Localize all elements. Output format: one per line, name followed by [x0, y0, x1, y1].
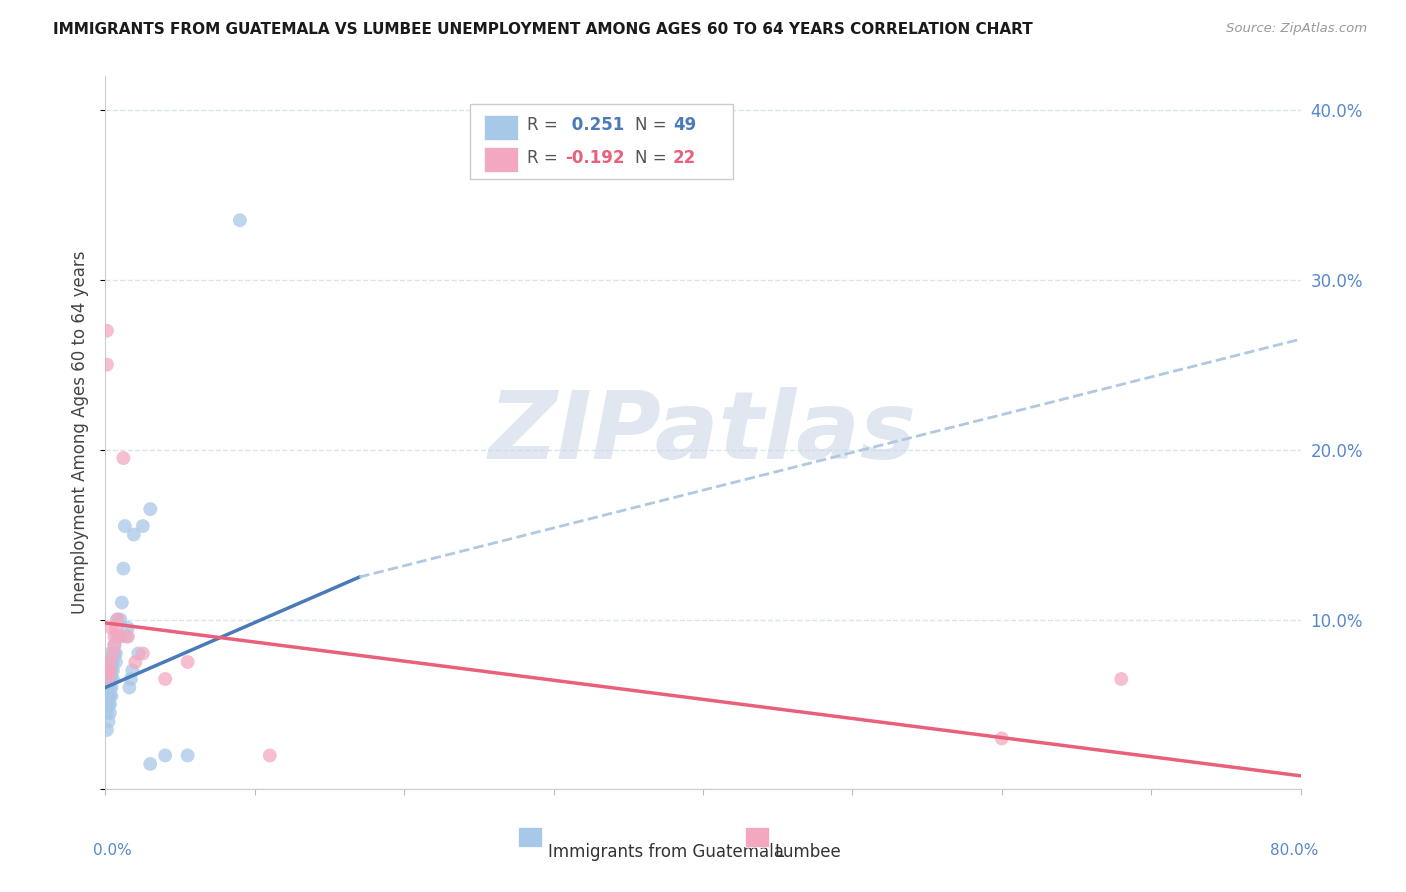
FancyBboxPatch shape	[484, 115, 517, 140]
Point	[117, 630, 139, 644]
Point	[100, 672, 122, 686]
Point	[111, 595, 134, 609]
Point	[98, 655, 121, 669]
Point	[114, 519, 136, 533]
Text: -0.192: -0.192	[565, 149, 626, 168]
Point	[110, 630, 132, 644]
Point	[98, 698, 121, 712]
Text: 0.251: 0.251	[565, 117, 624, 135]
Point	[139, 502, 162, 516]
Y-axis label: Unemployment Among Ages 60 to 64 years: Unemployment Among Ages 60 to 64 years	[72, 251, 90, 615]
Point	[107, 613, 129, 627]
Point	[100, 655, 122, 669]
Point	[124, 655, 146, 669]
Text: R =: R =	[527, 117, 564, 135]
Point	[103, 638, 125, 652]
Point	[98, 664, 121, 678]
Point	[103, 647, 125, 661]
Point	[155, 748, 177, 763]
Point	[132, 647, 155, 661]
Text: N =: N =	[636, 117, 672, 135]
Point	[107, 613, 129, 627]
Point	[98, 681, 121, 695]
Point	[96, 706, 118, 720]
Point	[176, 748, 198, 763]
Point	[103, 630, 125, 644]
Point	[97, 689, 120, 703]
Point	[139, 756, 162, 771]
FancyBboxPatch shape	[745, 827, 769, 847]
Point	[115, 630, 138, 644]
Point	[103, 638, 125, 652]
Point	[120, 672, 142, 686]
Text: Immigrants from Guatemala: Immigrants from Guatemala	[547, 843, 783, 861]
Point	[176, 655, 198, 669]
Text: ZIPatlas: ZIPatlas	[489, 386, 917, 479]
Point	[98, 664, 121, 678]
Bar	[470, 104, 733, 179]
Point	[96, 698, 118, 712]
Point	[121, 664, 143, 678]
Point	[101, 647, 124, 661]
Point	[96, 689, 118, 703]
Point	[117, 621, 139, 635]
Text: R =: R =	[527, 149, 564, 168]
Point	[98, 706, 121, 720]
Point	[127, 647, 149, 661]
Point	[110, 613, 132, 627]
Point	[97, 664, 120, 678]
FancyBboxPatch shape	[517, 827, 541, 847]
Point	[98, 672, 121, 686]
Point	[259, 748, 281, 763]
Point	[100, 664, 122, 678]
Point	[112, 451, 135, 466]
Point	[1111, 672, 1133, 686]
Point	[97, 681, 120, 695]
Point	[101, 655, 124, 669]
Point	[108, 630, 131, 644]
Point	[229, 213, 252, 227]
Point	[100, 621, 122, 635]
Point	[96, 358, 118, 372]
Point	[97, 698, 120, 712]
Point	[97, 672, 120, 686]
Point	[96, 324, 118, 338]
Point	[98, 647, 121, 661]
Point	[98, 689, 121, 703]
Point	[104, 647, 127, 661]
Point	[98, 655, 121, 669]
Text: N =: N =	[636, 149, 672, 168]
Text: 0.0%: 0.0%	[93, 843, 132, 857]
Point	[101, 664, 124, 678]
Text: Source: ZipAtlas.com: Source: ZipAtlas.com	[1226, 22, 1367, 36]
Text: IMMIGRANTS FROM GUATEMALA VS LUMBEE UNEMPLOYMENT AMONG AGES 60 TO 64 YEARS CORRE: IMMIGRANTS FROM GUATEMALA VS LUMBEE UNEM…	[53, 22, 1033, 37]
Text: 49: 49	[673, 117, 696, 135]
Point	[97, 714, 120, 729]
Point	[107, 630, 129, 644]
Point	[104, 621, 127, 635]
Text: 80.0%: 80.0%	[1271, 843, 1319, 857]
FancyBboxPatch shape	[484, 147, 517, 172]
Point	[112, 561, 135, 575]
Point	[96, 723, 118, 737]
Point	[132, 519, 155, 533]
Point	[118, 681, 141, 695]
Text: Lumbee: Lumbee	[775, 843, 841, 861]
Point	[155, 672, 177, 686]
Point	[101, 672, 124, 686]
Point	[104, 655, 127, 669]
Point	[100, 689, 122, 703]
Text: 22: 22	[673, 149, 696, 168]
Point	[100, 681, 122, 695]
Point	[97, 672, 120, 686]
Point	[122, 527, 145, 541]
Point	[990, 731, 1012, 746]
